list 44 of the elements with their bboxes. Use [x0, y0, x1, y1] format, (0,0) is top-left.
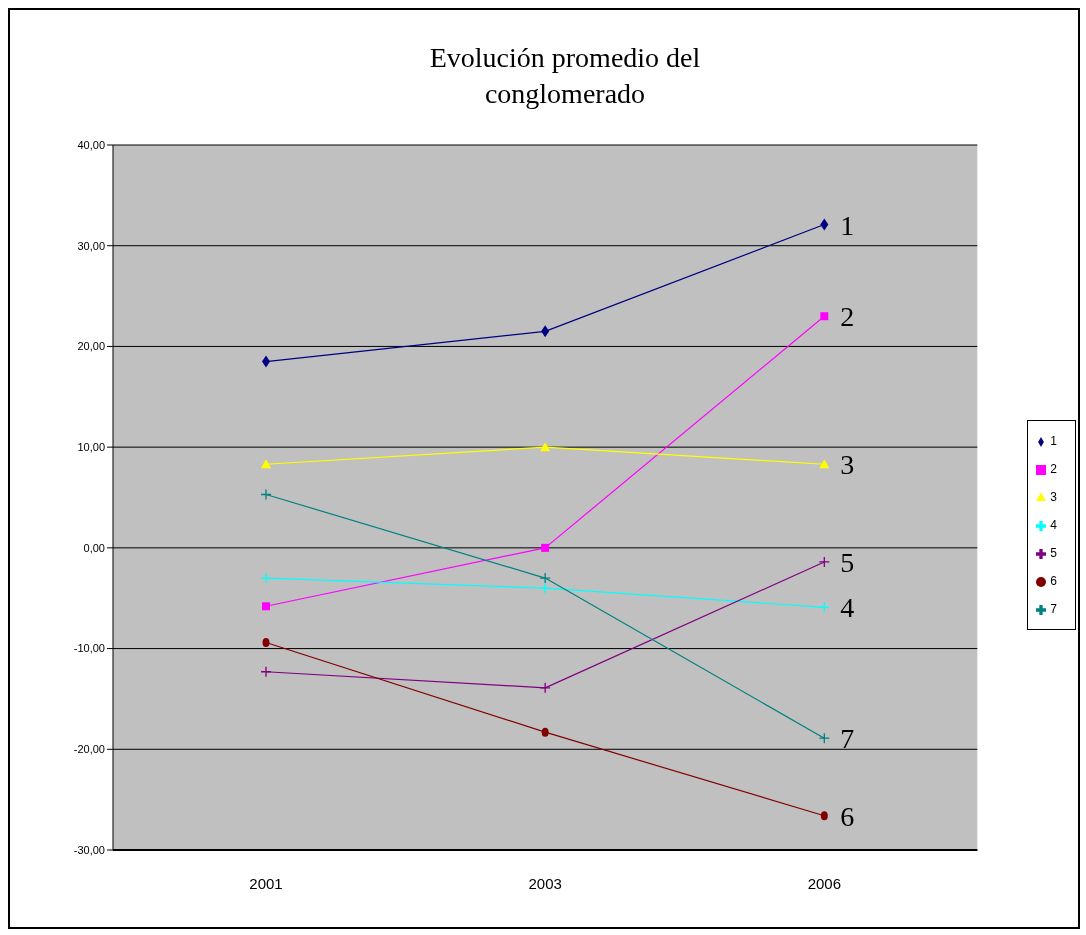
annotation: 2 — [840, 301, 855, 333]
point — [820, 811, 828, 821]
point — [539, 682, 551, 694]
legend-label: 2 — [1050, 462, 1057, 476]
point — [818, 556, 830, 568]
legend-label: 3 — [1050, 490, 1057, 504]
point — [262, 602, 270, 611]
y-tick-label: -10,00 — [73, 642, 105, 655]
y-tick-label: 20,00 — [77, 340, 105, 353]
point — [260, 666, 272, 678]
point — [541, 727, 549, 737]
y-tick-label: 40,00 — [77, 138, 105, 151]
point — [541, 543, 550, 552]
annotation: 4 — [840, 592, 855, 624]
x-tick-label: 2001 — [249, 874, 283, 892]
legend-label: 7 — [1050, 602, 1057, 616]
legend-label: 6 — [1050, 574, 1057, 588]
point — [820, 312, 829, 321]
point — [260, 488, 272, 501]
y-tick-label: 0,00 — [83, 541, 105, 554]
annotation: 1 — [840, 209, 855, 241]
y-tick-label: 30,00 — [77, 239, 105, 252]
y-tick-label: 10,00 — [77, 441, 105, 454]
y-tick-label: -30,00 — [73, 843, 105, 856]
legend-label: 4 — [1050, 518, 1057, 532]
annotation: 3 — [840, 449, 855, 481]
chart-title: Evolución promedio del conglomerado — [428, 41, 702, 111]
legend-label: 5 — [1050, 546, 1057, 560]
x-tick-label: 2006 — [807, 874, 841, 892]
point — [539, 572, 551, 584]
annotation: 5 — [840, 546, 855, 578]
annotation: 7 — [840, 723, 855, 755]
point — [818, 601, 830, 613]
x-tick-label: 2003 — [528, 874, 562, 892]
point — [819, 459, 830, 469]
point — [262, 638, 270, 648]
point — [539, 582, 551, 594]
annotation: 6 — [840, 800, 855, 832]
point — [540, 442, 551, 452]
legend-label: 1 — [1050, 434, 1057, 448]
point — [818, 732, 830, 744]
point — [260, 572, 272, 584]
point — [261, 459, 271, 469]
y-tick-label: -20,00 — [73, 743, 105, 756]
